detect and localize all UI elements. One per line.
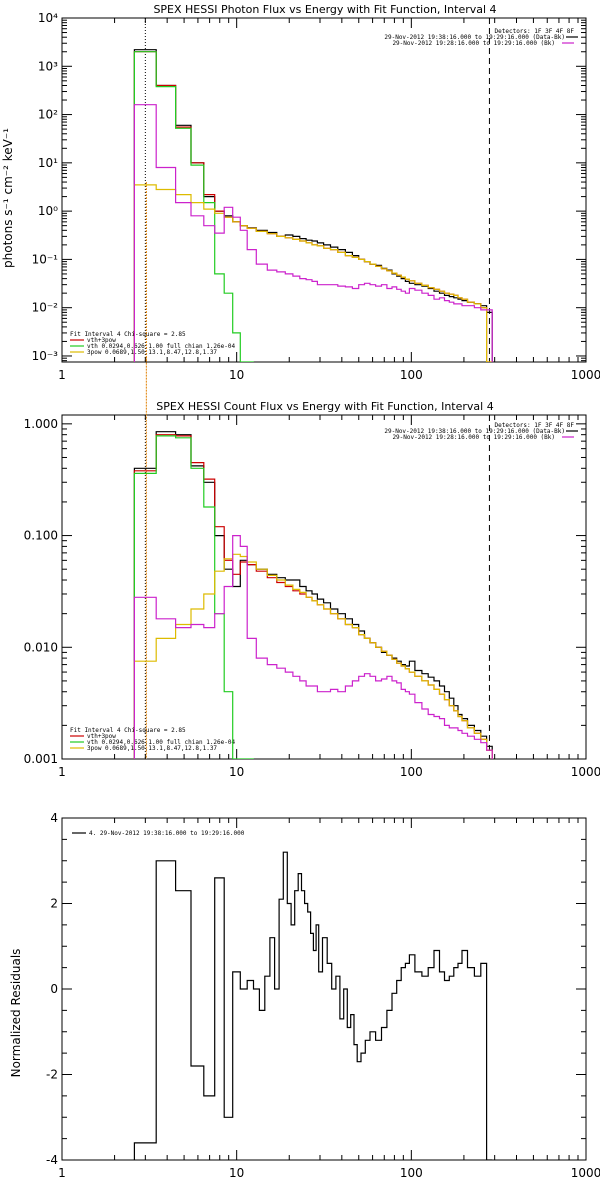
count-flux-legend-bottom: Fit Interval 4 Chi-square = 2.85 vth+3po… [70,727,235,752]
photon-flux-ylabel: photons s⁻¹ cm⁻² keV⁻¹ [1,128,15,268]
residuals-legend-label: 4. 29-Nov-2012 19:38:16.000 to 19:29:16.… [89,830,245,837]
count-flux-series-vth [133,435,254,759]
count-flux-legend-fit: Fit Interval 4 Chi-square = 2.85 [70,727,186,734]
photon-flux-legend-data-bk: 29-Nov-2012 19:38:16.000 to 19:29:16.000… [384,34,565,41]
count-flux-legend-pow: 3pow 0.0689,1.50,13.1,8.47,12.8,1.37 [87,745,217,752]
count-flux-y-tick-label: 1.000 [24,417,58,431]
residuals-x-tick-label: 100 [400,1166,423,1180]
photon-flux-legend-vth: vth 0.0294,0.626,1.00 full chian 1.26e-0… [87,343,235,350]
count-flux-title: SPEX HESSI Count Flux vs Energy with Fit… [156,400,493,413]
photon-flux-y-tick-label: 10¹ [38,156,58,170]
residuals-y-tick-label: 4 [50,811,58,825]
photon-flux-legend-pow: 3pow 0.0689,1.50,13.1,8.47,12.8,1.37 [87,349,217,356]
photon-flux-y-tick-label: 10² [38,108,58,122]
count-flux-series-background-series [133,535,493,759]
photon-flux-y-tick-label: 10⁻² [32,301,59,315]
residuals-series-data [133,851,493,1160]
count-flux-series-bpow [133,553,493,759]
photon-flux-legend-bottom: Fit Interval 4 Chi-square = 2.85 vth+3po… [70,331,235,356]
residuals-y-tick-label: 2 [50,897,58,911]
residuals-y-tick-label: 0 [50,982,58,996]
count-flux-y-tick-label: 0.010 [24,640,58,654]
residuals-ylabel: Normalized Residuals [9,949,23,1078]
photon-flux-legend-total: vth+3pow [87,337,116,344]
photon-flux-title: SPEX HESSI Photon Flux vs Energy with Fi… [153,3,496,16]
count-flux-y-tick-label: 0.100 [24,529,58,543]
photon-flux-series-background-series [133,104,493,362]
residuals-y-tick-label: -2 [46,1068,58,1082]
residuals-panel: Normalized Residuals 4. 29-Nov-2012 19:3… [9,811,600,1180]
photon-flux-x-tick-label: 1 [58,368,66,382]
photon-flux-axes-frame [61,17,587,363]
count-flux-legend-bk: 29-Nov-2012 19:28:16.000 to 19:29:16.000… [392,434,555,441]
photon-flux-y-tick-label: 10⁴ [38,11,58,25]
count-flux-legend-total: vth+3pow [87,733,116,740]
residuals-legend: 4. 29-Nov-2012 19:38:16.000 to 19:29:16.… [72,830,245,837]
residuals-y-tick-label: -4 [46,1153,58,1167]
photon-flux-y-tick-label: 10⁻¹ [32,252,59,266]
photon-flux-x-tick-label: 1000 [571,368,600,382]
photon-flux-y-tick-label: 10⁻³ [32,349,59,363]
count-flux-legend-detectors: Detectors: 1F 3F 4F 8F [495,422,575,429]
count-flux-legend-vth: vth 0.0294,0.626,1.00 full chian 1.26e-0… [87,739,235,746]
count-flux-x-tick-label: 1 [58,765,66,779]
photon-flux-x-tick-label: 10 [229,368,244,382]
residuals-x-tick-label: 1 [58,1166,66,1180]
photon-flux-panel: SPEX HESSI Photon Flux vs Energy with Fi… [1,3,600,382]
residuals-x-tick-label: 10 [229,1166,244,1180]
photon-flux-legend-fit: Fit Interval 4 Chi-square = 2.85 [70,331,186,338]
photon-flux-legend-top: Detectors: 1F 3F 4F 8F 29-Nov-2012 19:38… [384,28,578,47]
count-flux-legend-data-bk: 29-Nov-2012 19:38:16.000 to 19:29:16.000… [384,428,565,435]
count-flux-panel: SPEX HESSI Count Flux vs Energy with Fit… [24,356,600,779]
count-flux-y-tick-label: 0.001 [24,752,58,766]
photon-flux-y-tick-label: 10⁰ [38,204,58,218]
count-flux-x-tick-label: 100 [400,765,423,779]
photon-flux-x-tick-label: 100 [400,368,423,382]
photon-flux-y-tick-label: 10³ [38,59,58,73]
photon-flux-legend-bk: 29-Nov-2012 19:28:16.000 to 19:29:16.000… [392,40,555,47]
count-flux-x-tick-label: 1000 [571,765,600,779]
count-flux-x-tick-label: 10 [229,765,244,779]
count-flux-axes-frame [61,414,587,760]
count-flux-legend-top: Detectors: 1F 3F 4F 8F 29-Nov-2012 19:38… [384,422,578,441]
count-flux-series-data [133,431,493,759]
residuals-x-tick-label: 1000 [571,1166,600,1180]
photon-flux-series-vth [133,51,254,362]
photon-flux-legend-detectors: Detectors: 1F 3F 4F 8F [495,28,575,35]
